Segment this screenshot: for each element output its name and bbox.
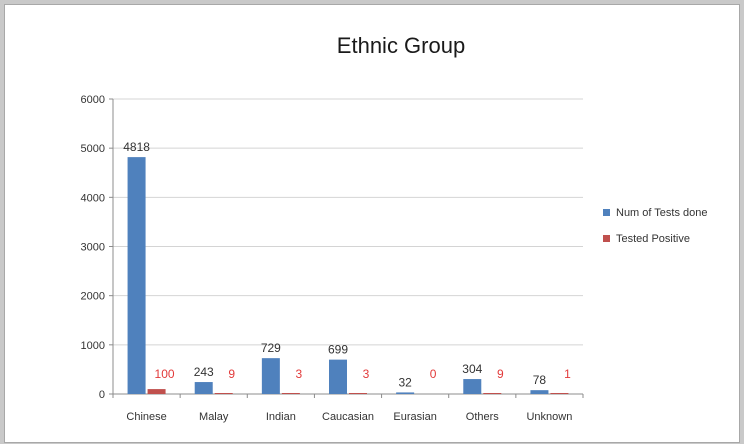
data-label: 699 — [328, 343, 348, 357]
bar-tests-done — [194, 382, 213, 394]
bar-tests-done — [329, 359, 347, 394]
y-tick-label: 1000 — [81, 340, 105, 352]
y-tick-label: 0 — [99, 389, 105, 401]
data-labels: 4818 100 243 9 729 3 699 3 32 0 304 9 78 1 — [123, 140, 571, 389]
data-label: 304 — [462, 362, 482, 376]
x-tick-label: Unknown — [526, 411, 572, 423]
data-label: 78 — [533, 373, 547, 387]
bar-tested-positive — [349, 393, 367, 394]
legend-label: Num of Tests done — [616, 207, 708, 219]
data-label: 4818 — [123, 140, 150, 154]
data-label: 3 — [296, 367, 303, 381]
x-tick-label: Caucasian — [322, 411, 374, 423]
bar-tested-positive — [281, 393, 300, 394]
bar-tested-positive — [147, 389, 166, 394]
bars — [127, 157, 569, 394]
data-label: 243 — [194, 365, 214, 379]
data-label: 9 — [228, 367, 235, 381]
bar-tests-done — [530, 390, 549, 394]
y-tick-label: 2000 — [81, 291, 105, 303]
data-label: 729 — [261, 341, 281, 355]
data-label: 3 — [363, 367, 370, 381]
bar-tested-positive — [214, 393, 233, 394]
bar-tests-done — [396, 392, 415, 394]
x-tick-label: Others — [466, 411, 500, 423]
ethnic-group-chart: Ethnic Group 0100020003000400050006000Ch… — [81, 33, 708, 423]
chart-title: Ethnic Group — [337, 33, 465, 58]
legend-swatch — [603, 209, 610, 216]
x-tick-label: Indian — [266, 411, 296, 423]
y-tick-label: 6000 — [81, 94, 105, 106]
y-tick-label: 4000 — [81, 192, 105, 204]
bar-tests-done — [127, 157, 146, 394]
x-tick-label: Chinese — [126, 411, 166, 423]
x-tick-label: Eurasian — [393, 411, 436, 423]
gridlines — [113, 98, 583, 346]
y-tick-label: 3000 — [81, 242, 105, 254]
legend-swatch — [603, 235, 610, 242]
legend-label: Tested Positive — [616, 233, 690, 245]
chart-area: Ethnic Group 0 1000 2000 3000 4000 5000 6000 Ch… — [4, 4, 740, 443]
data-label: 1 — [564, 367, 571, 381]
bar-tests-done — [463, 379, 482, 394]
bar-tests-done — [261, 358, 280, 394]
data-label: 0 — [430, 367, 437, 381]
bar-tested-positive — [483, 393, 502, 394]
legend: Num of Tests done Tested Positive — [603, 207, 708, 245]
data-label: 100 — [155, 367, 175, 381]
bar-tested-positive — [550, 393, 569, 394]
data-label: 32 — [398, 375, 412, 389]
data-label: 9 — [497, 367, 504, 381]
x-tick-label: Malay — [199, 411, 229, 423]
y-tick-label: 5000 — [81, 143, 105, 155]
